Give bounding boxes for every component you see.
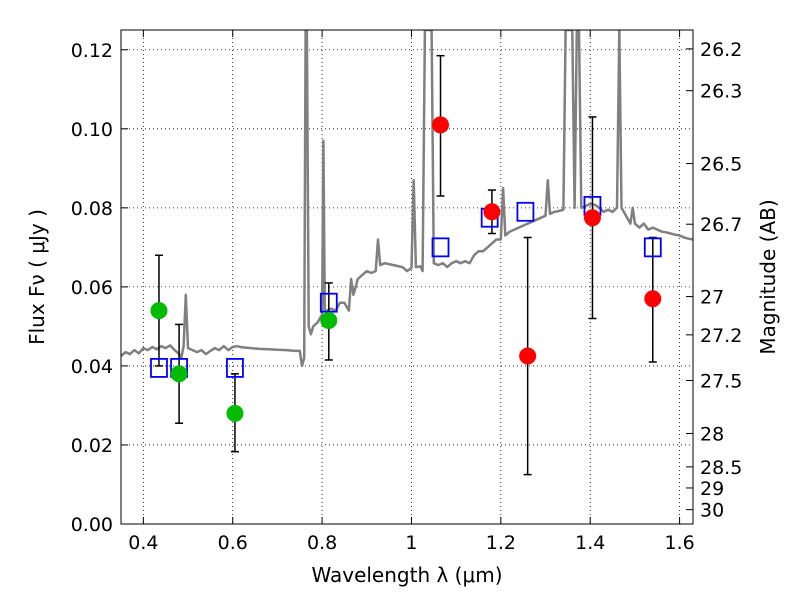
data-point xyxy=(583,209,601,227)
right-tick-label: 28 xyxy=(700,423,724,445)
model-square xyxy=(150,357,168,378)
right-tick-label: 26.2 xyxy=(700,39,742,61)
data-point xyxy=(644,290,662,308)
right-tick-label: 27 xyxy=(700,287,724,309)
right-tick-label: 26.7 xyxy=(700,214,742,236)
y-tick-label: 0.00 xyxy=(71,514,113,536)
model-square xyxy=(319,292,338,313)
data-point xyxy=(320,311,338,329)
y-axis-ticks: 0.00 0.02 0.04 0.06 0.08 0.10 0.12 xyxy=(71,40,128,536)
x-axis-ticks: 0.4 0.6 0.8 1 1.2 1.4 1.6 xyxy=(128,30,695,554)
plot-area xyxy=(121,30,693,476)
x-tick-label: 0.6 xyxy=(218,532,248,554)
right-tick-label: 29 xyxy=(700,478,724,500)
model-square xyxy=(643,237,662,258)
right-tick-label: 26.3 xyxy=(700,81,742,103)
right-tick-label: 28.5 xyxy=(700,457,742,479)
photometry-points xyxy=(150,116,662,422)
x-tick-label: 1.2 xyxy=(486,532,516,554)
right-tick-label: 27.5 xyxy=(700,371,742,393)
y-tick-label: 0.04 xyxy=(71,356,113,378)
spectrum-line xyxy=(121,30,693,368)
data-point xyxy=(519,347,537,365)
y-tick-label: 0.06 xyxy=(71,277,113,299)
x-tick-label: 1.6 xyxy=(664,532,694,554)
right-tick-label: 27.2 xyxy=(700,325,742,347)
x-tick-label: 0.8 xyxy=(307,532,337,554)
right-axis-label: Magnitude (AB) xyxy=(756,199,780,354)
data-point xyxy=(150,302,168,320)
y-tick-label: 0.12 xyxy=(71,40,113,62)
x-tick-label: 0.4 xyxy=(128,532,158,554)
model-square xyxy=(516,201,535,222)
data-point xyxy=(170,365,188,383)
right-tick-label: 30 xyxy=(700,500,724,522)
y-axis-label: Flux Fν ( μJy ) xyxy=(25,209,49,345)
y-tick-label: 0.10 xyxy=(71,119,113,141)
x-tick-label: 1 xyxy=(405,532,417,554)
x-tick-label: 1.4 xyxy=(575,532,605,554)
spectrum-layer xyxy=(121,30,693,368)
y-tick-label: 0.02 xyxy=(71,435,113,457)
model-square xyxy=(431,237,450,258)
x-axis-label: Wavelength λ (μm) xyxy=(311,563,502,587)
grid xyxy=(121,30,693,525)
right-tick-label: 26.5 xyxy=(700,154,742,176)
plot-frame xyxy=(120,29,694,525)
y-tick-label: 0.08 xyxy=(71,198,113,220)
data-point xyxy=(226,404,244,422)
data-point xyxy=(432,116,450,134)
data-point xyxy=(483,203,501,221)
model-square xyxy=(226,357,244,378)
